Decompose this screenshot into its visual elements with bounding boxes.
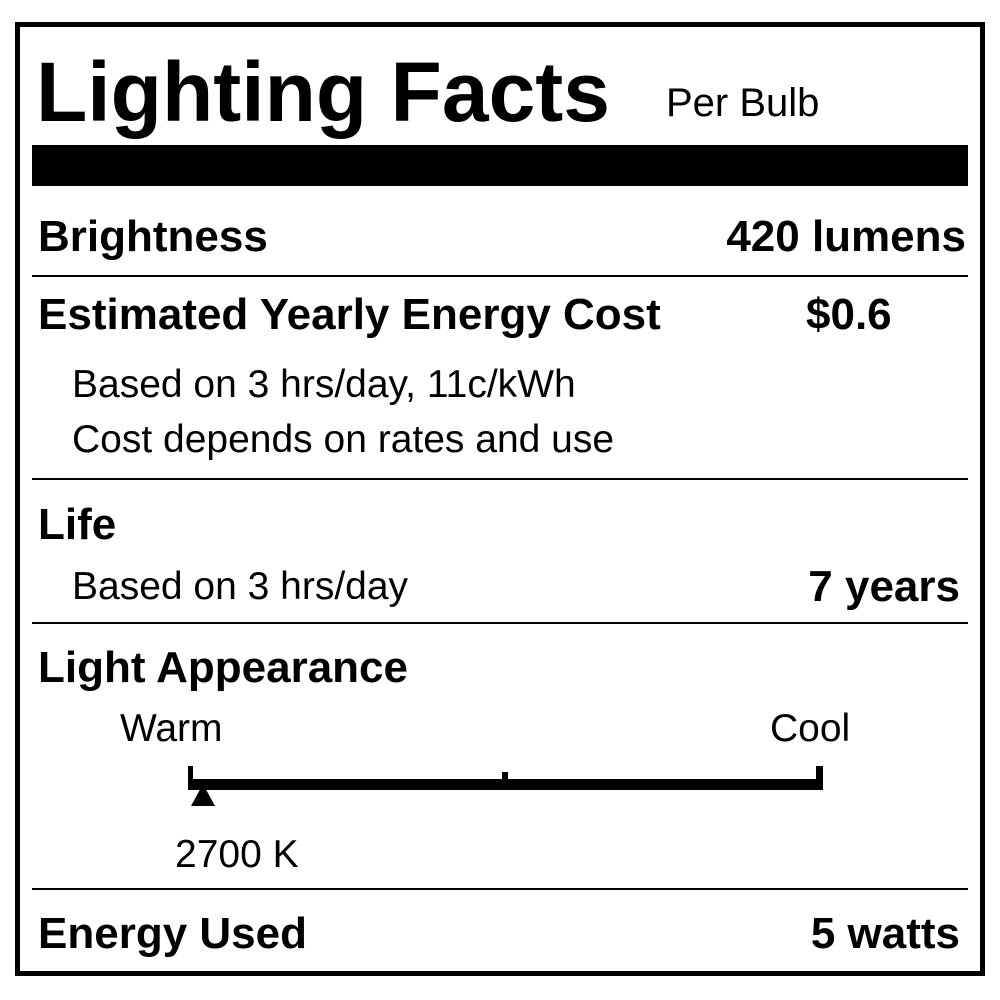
life-value: 7 years xyxy=(808,562,960,611)
divider xyxy=(32,622,968,624)
light-appearance-label: Light Appearance xyxy=(38,643,408,692)
divider xyxy=(32,888,968,890)
scale-mid-tick xyxy=(502,772,508,782)
color-temperature-scale xyxy=(190,779,823,790)
cool-label: Cool xyxy=(770,707,851,750)
color-temperature-value: 2700 K xyxy=(175,833,299,876)
energy-cost-value: $0.6 xyxy=(806,290,892,339)
divider xyxy=(32,275,968,277)
scale-end-tick xyxy=(816,766,823,790)
energy-cost-label: Estimated Yearly Energy Cost xyxy=(38,290,661,339)
energy-cost-note-1: Based on 3 hrs/day, 11c/kWh xyxy=(72,363,576,406)
brightness-label: Brightness xyxy=(38,212,268,261)
energy-used-value: 5 watts xyxy=(810,909,960,958)
energy-cost-note-2: Cost depends on rates and use xyxy=(72,418,615,461)
scale-marker-triangle-icon xyxy=(190,784,215,806)
warm-label: Warm xyxy=(120,707,223,750)
scale-end-tick xyxy=(188,766,193,790)
life-note: Based on 3 hrs/day xyxy=(72,565,409,608)
title-bar xyxy=(32,145,968,186)
divider xyxy=(32,478,968,480)
energy-used-label: Energy Used xyxy=(38,909,307,958)
label-subtitle: Per Bulb xyxy=(666,81,820,125)
life-label: Life xyxy=(38,500,117,549)
brightness-value: 420 lumens xyxy=(726,212,966,261)
label-border xyxy=(15,22,985,976)
label-title: Lighting Facts xyxy=(36,45,610,139)
